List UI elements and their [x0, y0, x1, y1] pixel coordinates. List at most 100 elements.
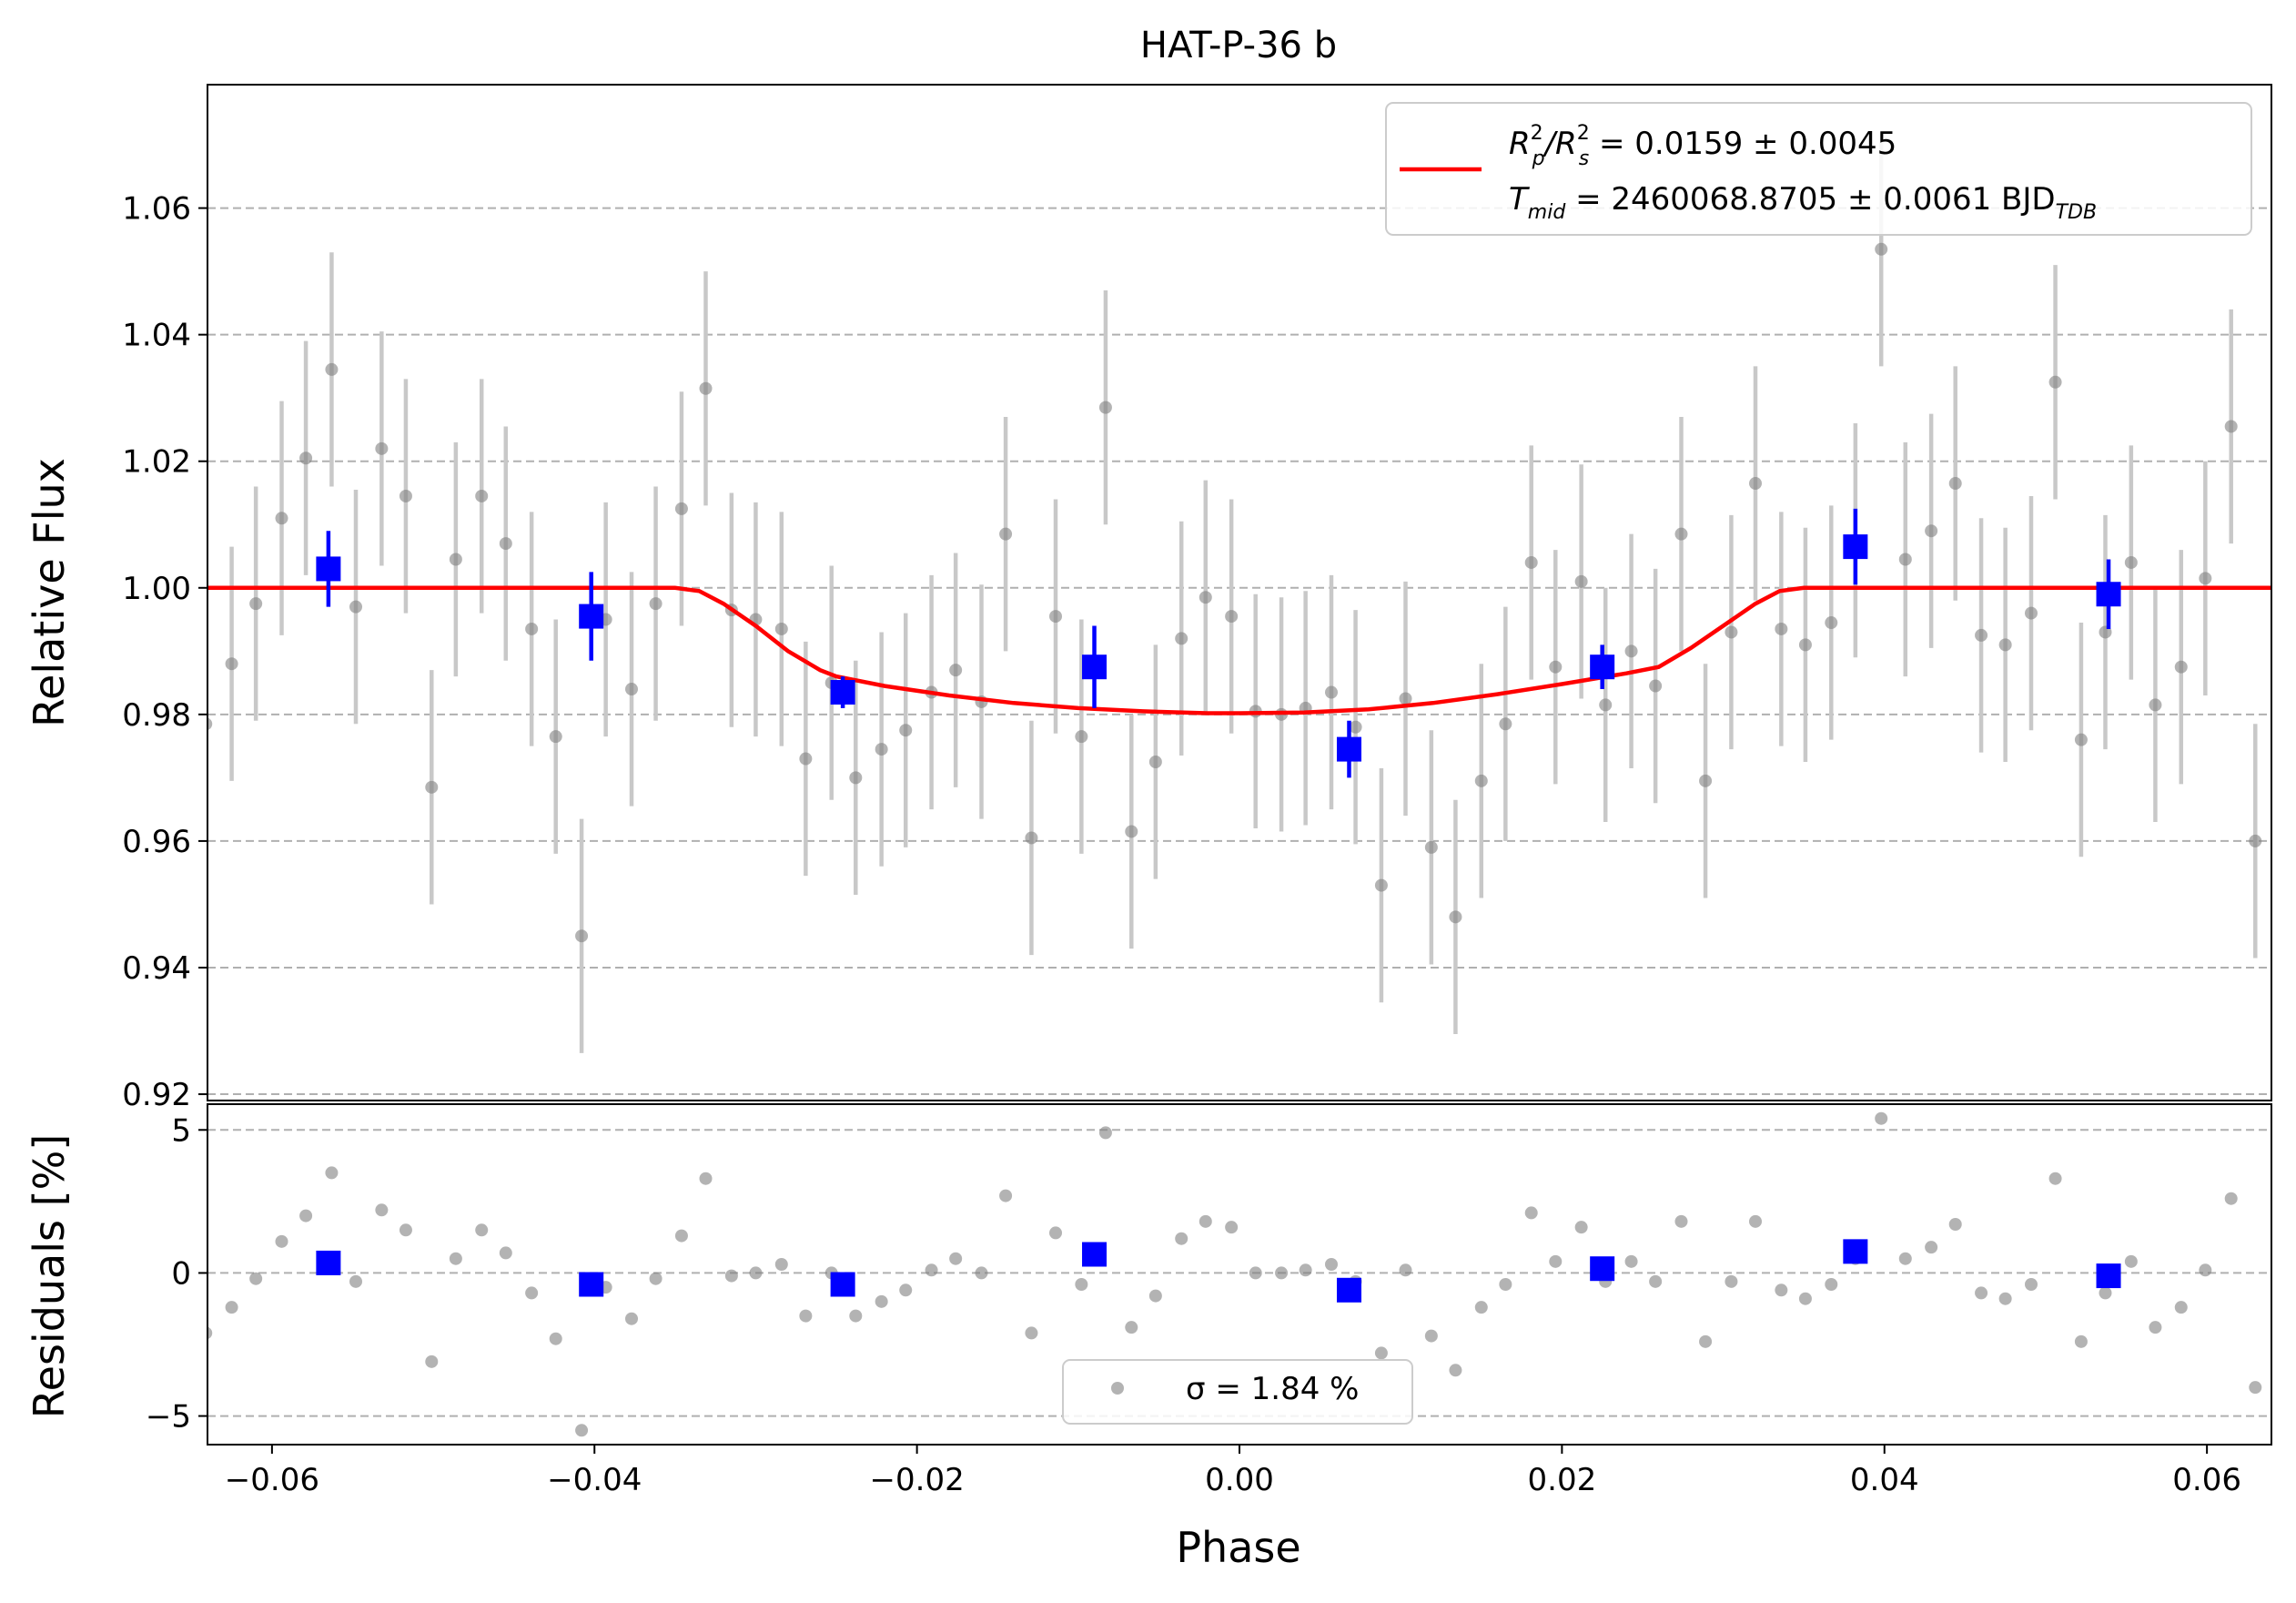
raw-point — [525, 622, 539, 635]
residual-point — [1025, 1326, 1038, 1340]
phase-x-tick-label: −0.02 — [870, 1462, 965, 1498]
residual-point — [625, 1312, 639, 1325]
binned-residual-point — [2096, 1263, 2121, 1289]
residual-point — [975, 1266, 988, 1280]
residuals-y-tick-label: −5 — [146, 1399, 191, 1436]
residuals-y-tick-label: 5 — [171, 1112, 191, 1149]
residual-point — [875, 1294, 888, 1308]
binned-residual-point — [1590, 1256, 1615, 1282]
binned-point — [316, 556, 341, 582]
residual-point — [799, 1309, 813, 1323]
residuals-axis-label: Residuals [%] — [25, 1134, 74, 1418]
flux-y-tick-label: 0.96 — [122, 824, 191, 860]
flux-y-tick-label: 0.92 — [122, 1077, 191, 1113]
flux-y-tick-label: 1.06 — [122, 191, 191, 228]
raw-point — [1499, 717, 1512, 731]
binned-point — [2096, 582, 2121, 607]
binned-point — [1590, 654, 1615, 680]
binned-residual-point — [830, 1272, 855, 1297]
raw-point — [649, 597, 663, 611]
binned-points — [316, 508, 2121, 778]
residual-points — [207, 1111, 2262, 1437]
raw-point — [1424, 840, 1438, 854]
raw-point — [475, 489, 489, 502]
binned-point — [1082, 654, 1108, 680]
raw-point — [349, 600, 363, 614]
raw-point — [2024, 606, 2038, 620]
raw-point — [1798, 638, 1812, 652]
tmid-symbol: T — [1509, 181, 1530, 218]
residual-point — [1998, 1292, 2012, 1305]
flux-panel: 0.92 0.94 0.96 0.98 1.00 1.02 1.04 1.06 Relativ… — [25, 84, 2272, 1113]
flux-plot-frame — [207, 84, 2272, 1101]
transit-model-line — [207, 585, 2271, 715]
residual-point — [299, 1209, 313, 1223]
residual-point — [2174, 1301, 2188, 1314]
residual-point — [1148, 1289, 1162, 1303]
residual-point — [249, 1272, 263, 1285]
binned-residual-point — [1336, 1277, 1361, 1303]
residual-point — [2074, 1334, 2088, 1348]
raw-point — [849, 771, 863, 785]
residual-point — [1725, 1274, 1738, 1288]
raw-point — [1349, 720, 1362, 734]
residual-point — [774, 1258, 788, 1271]
model-legend: R2 p/R2 s = 0.0159 ± 0.0045 Tmid = 2460068… — [1385, 102, 2252, 236]
phase-x-tick-label: −0.04 — [547, 1462, 642, 1498]
residual-point — [1875, 1111, 1888, 1125]
depth-symbol-rp: R — [1509, 126, 1531, 162]
residual-point — [1948, 1218, 1962, 1231]
residual-point — [2149, 1321, 2162, 1334]
phase-x-tick-label: 0.06 — [2172, 1462, 2241, 1498]
raw-point — [2199, 572, 2212, 585]
residual-point — [2249, 1381, 2262, 1395]
raw-point — [1399, 692, 1412, 705]
raw-point — [799, 752, 813, 766]
residual-point — [375, 1203, 389, 1217]
raw-point — [399, 489, 412, 502]
residual-point — [1175, 1232, 1188, 1245]
flux-grid — [207, 207, 2271, 1096]
binned-residual-points — [316, 1239, 2121, 1303]
residual-point — [1674, 1214, 1688, 1228]
phase-x-tick-label: 0.02 — [1528, 1462, 1597, 1498]
raw-point — [999, 527, 1013, 541]
raw-point — [1674, 527, 1688, 541]
raw-point — [425, 780, 439, 794]
residual-point — [2024, 1278, 2038, 1291]
flux-y-ticks: 0.92 0.94 0.96 0.98 1.00 1.02 1.04 1.06 — [122, 191, 207, 1113]
raw-point — [949, 664, 963, 677]
tmid-value: = 2460068.8705 ± 0.0061 BJD — [1565, 181, 2055, 218]
raw-point — [1524, 555, 1538, 569]
residuals-y-ticks: −5 0 5 — [146, 1112, 207, 1436]
residual-point — [1975, 1286, 1988, 1300]
depth-value: = 0.0159 ± 0.0045 — [1589, 126, 1896, 162]
residuals-y-tick-label: 0 — [171, 1255, 191, 1292]
residual-point — [1299, 1263, 1312, 1277]
residual-point — [325, 1166, 339, 1180]
raw-point — [2174, 660, 2188, 674]
residual-point — [1649, 1274, 1663, 1288]
raw-point — [1225, 610, 1239, 624]
sigma-legend: σ = 1.84 % — [1062, 1359, 1413, 1425]
residual-point — [2124, 1254, 2138, 1268]
residual-point — [207, 1326, 213, 1340]
raw-point — [1975, 628, 1988, 642]
residual-point — [449, 1252, 462, 1265]
raw-point — [2149, 698, 2162, 712]
raw-point — [1649, 679, 1663, 693]
raw-point — [225, 657, 238, 671]
sigma-legend-box — [1062, 1359, 1413, 1425]
residual-point — [2048, 1172, 2062, 1185]
residuals-panel: −5 0 5 −0.06 −0.04 −0.02 0.00 0.02 0.04 0.06 Res… — [25, 1103, 2272, 1572]
raw-point — [549, 730, 562, 744]
sigma-legend-label: σ = 1.84 % — [1186, 1371, 1359, 1407]
residual-point — [649, 1272, 663, 1285]
binned-residual-point — [1082, 1242, 1108, 1267]
binned-point — [1843, 534, 1868, 560]
raw-point — [2074, 733, 2088, 746]
raw-point — [774, 622, 788, 635]
residual-point — [899, 1283, 913, 1297]
flux-y-tick-label: 1.00 — [122, 571, 191, 607]
raw-point — [2249, 834, 2262, 847]
